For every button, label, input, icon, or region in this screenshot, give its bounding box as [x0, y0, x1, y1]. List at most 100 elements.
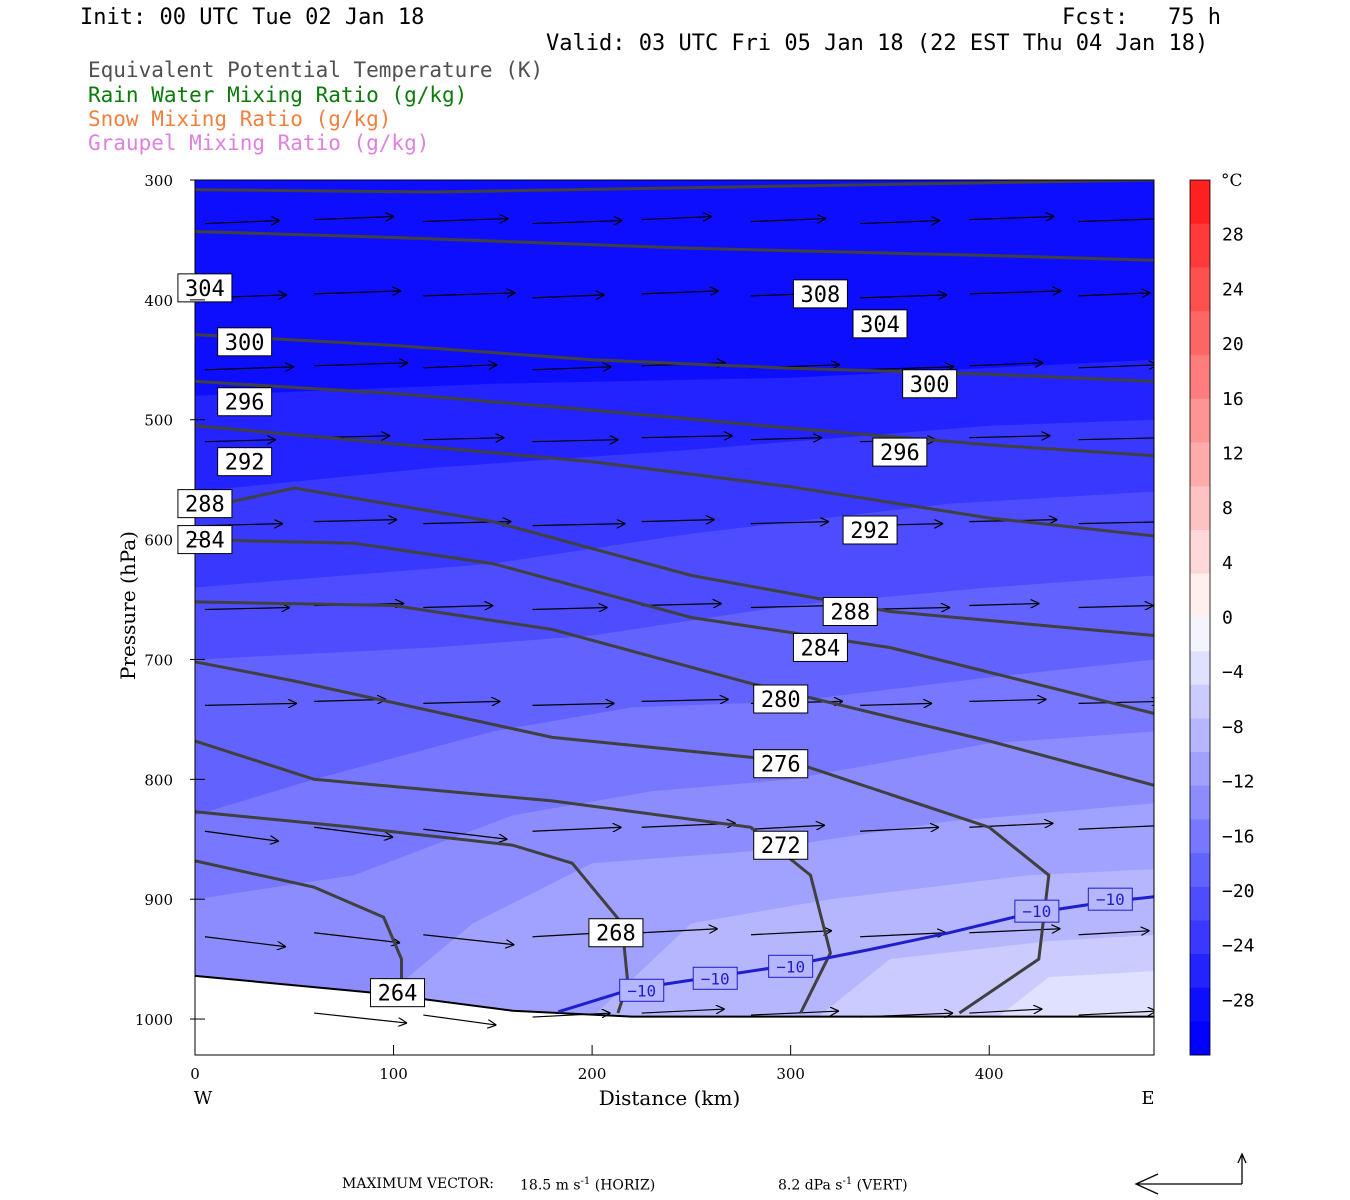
contour-label-text: 288: [185, 493, 225, 518]
wind-vector: [641, 436, 733, 438]
isotherm-label: −10: [692, 966, 738, 990]
colorbar-swatch: [1190, 1021, 1210, 1056]
wind-vector: [860, 827, 939, 831]
contour-label-304: 304: [177, 273, 233, 303]
wind-vector: [641, 604, 722, 606]
isotherm-label-text: −10: [1096, 890, 1125, 909]
wind-vector: [750, 1011, 839, 1015]
colorbar-label: −4: [1222, 662, 1244, 683]
colorbar-label: 4: [1222, 553, 1233, 574]
wind-vector: [532, 295, 605, 298]
colorbar-label: −24: [1222, 936, 1255, 957]
contour-label-text: 296: [225, 391, 265, 416]
legend-theta-e: Equivalent Potential Temperature (K): [88, 58, 544, 82]
contour-label-text: 300: [910, 373, 950, 398]
wind-vector: [1078, 931, 1150, 935]
wind-vector: [1078, 521, 1154, 525]
colorbar-swatch: [1190, 486, 1210, 531]
wind-vector: [860, 703, 932, 705]
plot-area: [195, 180, 1154, 1055]
theta-e-contours: [195, 180, 1154, 1015]
isotherm-label: −10: [1014, 899, 1060, 923]
x-left-end-label: W: [194, 1088, 213, 1109]
contour-label-text: 276: [761, 753, 801, 778]
plot-frame: [194, 179, 1155, 1056]
colorbar-label: −12: [1222, 772, 1255, 793]
wind-vector: [314, 1012, 407, 1023]
reference-vector-icon: [1134, 1152, 1247, 1195]
colorbar-swatch: [1190, 442, 1210, 487]
colorbar-swatch: [1190, 355, 1210, 400]
wind-vector: [750, 522, 829, 524]
wind-vector: [423, 293, 515, 296]
valid-time: Valid: 03 UTC Fri 05 Jan 18 (22 EST Thu …: [546, 31, 1209, 56]
wind-vector: [860, 1013, 953, 1017]
contour-308: [195, 180, 1154, 194]
colorbar-swatch: [1190, 752, 1210, 787]
wind-vector: [204, 830, 279, 841]
colorbar-swatch: [1190, 785, 1210, 820]
wind-vector: [1078, 701, 1154, 703]
x-tick-label: 100: [379, 1065, 408, 1083]
legend-snow: Snow Mixing Ratio (g/kg): [88, 107, 392, 131]
isotherm-label: −10: [619, 978, 665, 1002]
init-time: Init: 00 UTC Tue 02 Jan 18: [80, 5, 425, 30]
contour-label-text: 304: [860, 313, 900, 338]
colorbar-swatch: [1190, 684, 1210, 719]
y-tick-label: 300: [144, 172, 173, 190]
y-tick-label: 900: [144, 891, 173, 909]
y-tick-label: 600: [144, 532, 173, 550]
contour-280: [195, 600, 1154, 787]
wind-vector: [532, 221, 623, 224]
wind-vector: [1078, 825, 1154, 830]
wind-vector: [1078, 293, 1151, 296]
axes: 300 400 500 600 700 800 900 1000 0 100 200 300 400 W E…: [116, 172, 1155, 1110]
y-axis-title: Pressure (hPa): [116, 531, 140, 680]
wind-vector: [641, 520, 715, 522]
wind-vector: [969, 929, 1060, 933]
colorbar-swatch: [1190, 853, 1210, 888]
isotherm-label-text: −10: [627, 981, 656, 1000]
x-tick-label: 400: [975, 1065, 1004, 1083]
contour-label-284: 284: [792, 632, 848, 662]
colorbar-label: −8: [1222, 717, 1244, 738]
colorbar-swatch: [1190, 920, 1210, 955]
wind-vector: [204, 221, 280, 224]
isotherm-label-text: −10: [701, 969, 730, 988]
colorbar-label: 24: [1222, 279, 1244, 300]
contour-label-288: 288: [822, 597, 878, 627]
wind-vector: [204, 367, 294, 370]
colorbar-label: 20: [1222, 334, 1244, 355]
contour-292: [195, 424, 1154, 538]
x-tick-label: 0: [190, 1065, 200, 1083]
colorbar-frame: [1189, 179, 1211, 1056]
wind-vector: [532, 703, 615, 705]
wind-vector: [1078, 606, 1154, 608]
wind-vector: [969, 436, 1050, 438]
wind-vector: [969, 604, 1039, 606]
wind-vector: [204, 936, 286, 947]
wind-vector: [860, 295, 947, 298]
isotherm-label-text: −10: [1022, 902, 1051, 921]
wind-vector: [969, 217, 1054, 220]
colorbar-swatch: [1190, 573, 1210, 618]
legend-rain-water: Rain Water Mixing Ratio (g/kg): [88, 83, 468, 107]
wind-vector: [750, 825, 825, 829]
wind-vector: [532, 1013, 611, 1017]
ground-fill: [195, 974, 1154, 1055]
wind-vector: [204, 703, 297, 705]
contour-label-296: 296: [872, 437, 928, 467]
wind-vector: [1078, 437, 1154, 441]
colorbar-swatch: [1190, 819, 1210, 854]
wind-vector: [750, 931, 832, 935]
contour-label-288: 288: [177, 489, 233, 519]
contour-label-text: 264: [378, 982, 418, 1007]
wind-vector: [532, 608, 608, 610]
contour-label-268: 268: [588, 918, 644, 948]
colorbar-swatch: [1190, 886, 1210, 921]
wind-vector: [423, 701, 500, 703]
isotherm-label: −10: [768, 954, 814, 978]
wind-vector: [641, 1009, 725, 1013]
wind-vector: [532, 367, 612, 370]
